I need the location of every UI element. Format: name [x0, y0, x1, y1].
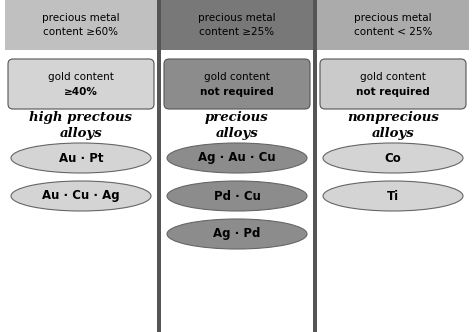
- Ellipse shape: [167, 181, 307, 211]
- Bar: [161, 0, 313, 50]
- Text: ≥40%: ≥40%: [64, 87, 98, 97]
- Text: Pd · Cu: Pd · Cu: [214, 190, 260, 203]
- Text: Ag · Pd: Ag · Pd: [213, 227, 261, 240]
- Text: not required: not required: [200, 87, 274, 97]
- Text: precious metal
content < 25%: precious metal content < 25%: [354, 13, 432, 37]
- Bar: [317, 0, 469, 50]
- Ellipse shape: [323, 143, 463, 173]
- Text: gold content: gold content: [48, 72, 114, 82]
- Text: Au · Pt: Au · Pt: [59, 151, 103, 164]
- Ellipse shape: [323, 181, 463, 211]
- Bar: [157, 0, 161, 332]
- Text: high prectous
alloys: high prectous alloys: [29, 112, 133, 140]
- FancyBboxPatch shape: [320, 59, 466, 109]
- Text: Co: Co: [384, 151, 401, 164]
- Bar: [5, 0, 157, 50]
- Ellipse shape: [167, 143, 307, 173]
- Ellipse shape: [11, 181, 151, 211]
- Ellipse shape: [11, 143, 151, 173]
- Text: Ti: Ti: [387, 190, 399, 203]
- Text: precious
alloys: precious alloys: [205, 112, 269, 140]
- Text: Au · Cu · Ag: Au · Cu · Ag: [42, 190, 120, 203]
- Text: precious metal
content ≥25%: precious metal content ≥25%: [198, 13, 276, 37]
- FancyBboxPatch shape: [164, 59, 310, 109]
- Text: not required: not required: [356, 87, 430, 97]
- FancyBboxPatch shape: [8, 59, 154, 109]
- Text: precious metal
content ≥60%: precious metal content ≥60%: [42, 13, 120, 37]
- Ellipse shape: [167, 219, 307, 249]
- Bar: [313, 0, 317, 332]
- Text: gold content: gold content: [360, 72, 426, 82]
- Text: nonprecious
alloys: nonprecious alloys: [347, 112, 439, 140]
- Text: gold content: gold content: [204, 72, 270, 82]
- Text: Ag · Au · Cu: Ag · Au · Cu: [198, 151, 276, 164]
